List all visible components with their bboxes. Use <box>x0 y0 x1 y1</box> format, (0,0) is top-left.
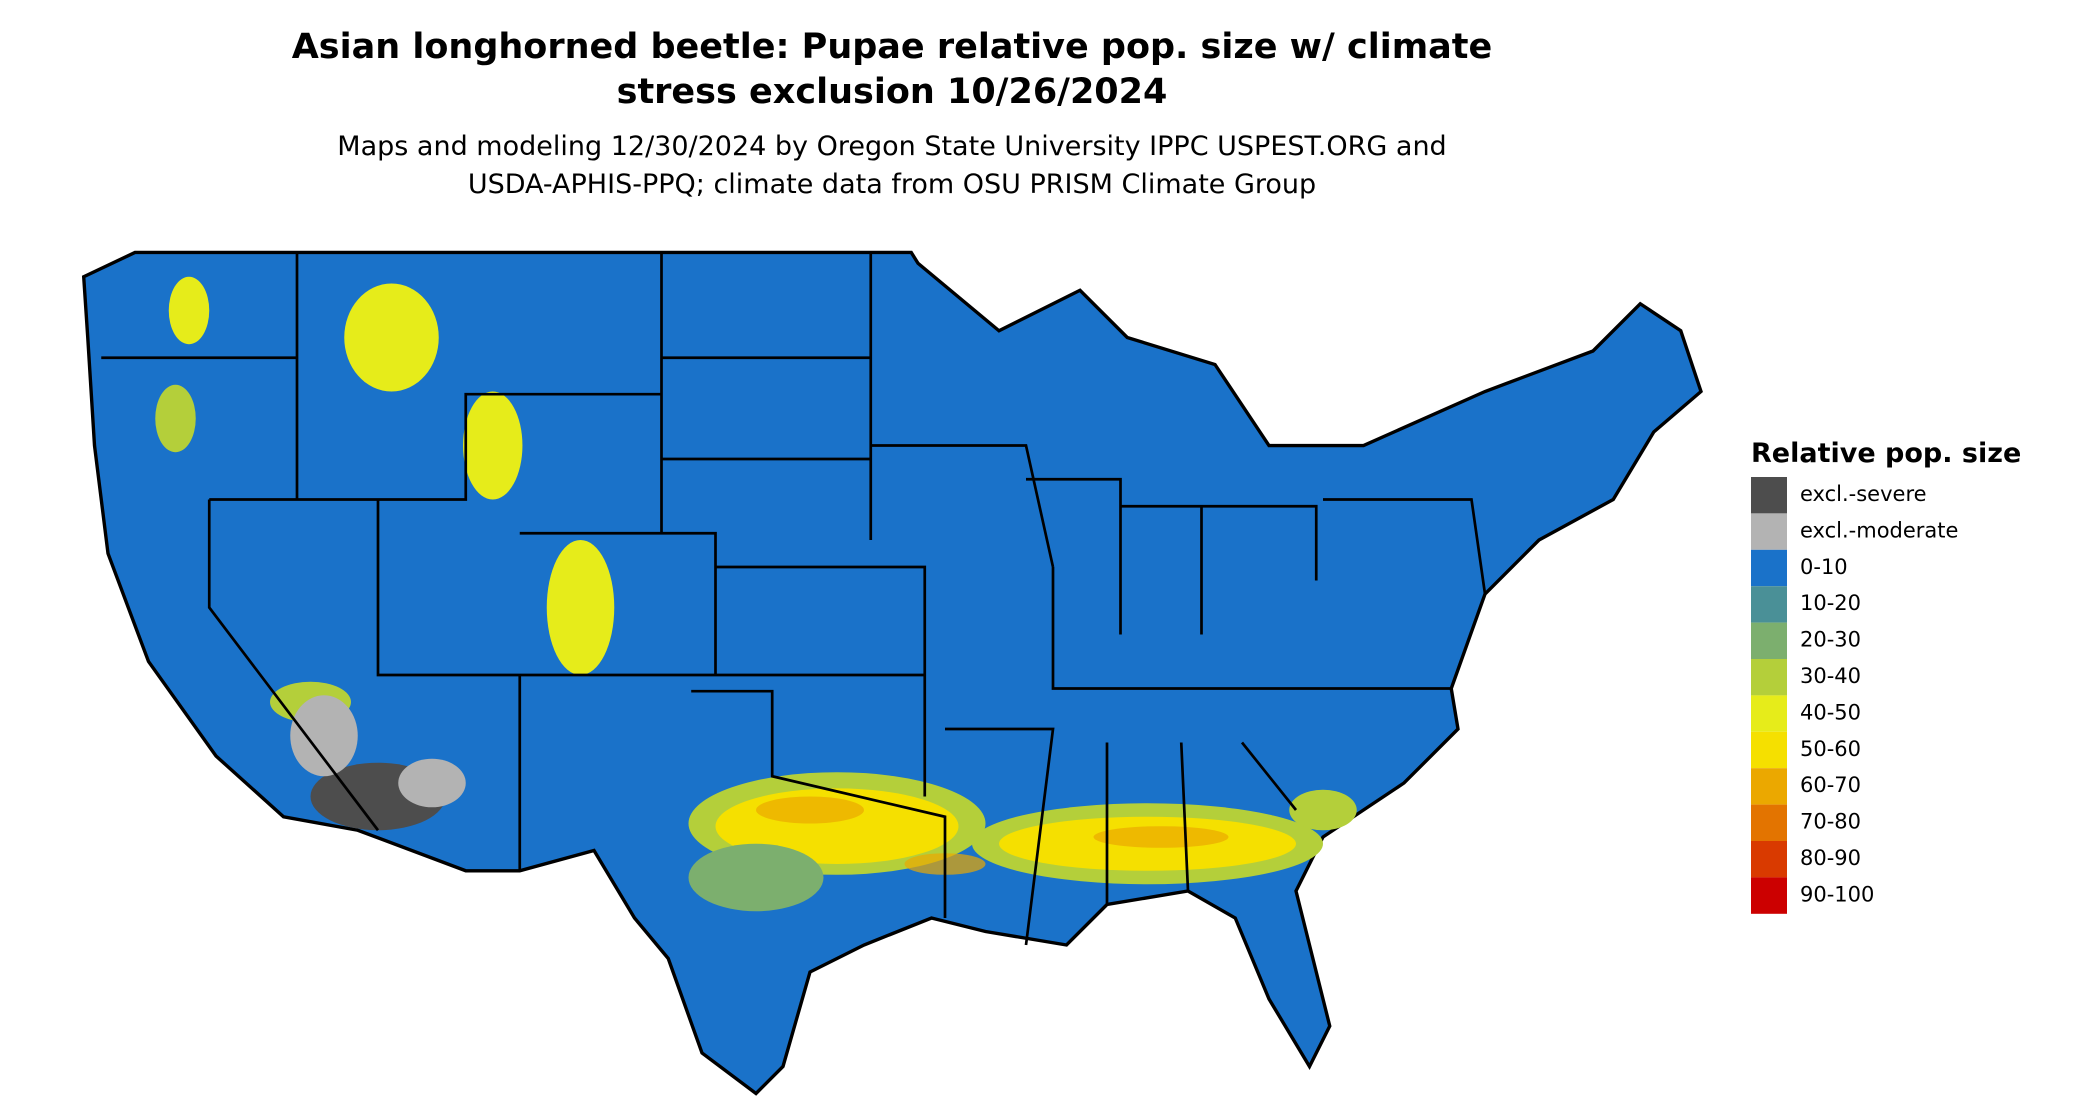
legend-label: 20-30 <box>1800 628 1861 652</box>
legend-label: 10-20 <box>1800 591 1861 615</box>
subtitle-line: USDA-APHIS-PPQ; climate data from OSU PR… <box>468 169 1316 200</box>
legend-label: 70-80 <box>1800 810 1861 834</box>
legend-swatch <box>1751 804 1787 841</box>
area <box>688 843 824 912</box>
legend-swatch <box>1751 877 1787 914</box>
legend-swatch <box>1751 513 1787 550</box>
legend-label: 80-90 <box>1800 846 1861 870</box>
area <box>1289 789 1357 831</box>
legend-label: 40-50 <box>1800 700 1861 724</box>
legend-swatch <box>1751 477 1787 514</box>
area <box>290 695 358 777</box>
legend-label: 30-40 <box>1800 664 1861 688</box>
legend-label: 60-70 <box>1800 773 1861 797</box>
legend-label: excl.-moderate <box>1800 518 1958 542</box>
area <box>463 391 523 500</box>
legend: excl.-severe excl.-moderate 0-10 10-20 20-30… <box>1751 477 1958 914</box>
legend-label: excl.-severe <box>1800 482 1927 506</box>
legend-swatch <box>1751 659 1787 696</box>
area <box>1093 826 1229 848</box>
legend-swatch <box>1751 549 1787 587</box>
area <box>344 283 439 392</box>
area <box>168 276 210 345</box>
legend-swatch <box>1751 586 1787 623</box>
legend-swatch <box>1751 768 1787 805</box>
state-borders <box>101 252 1487 946</box>
area <box>756 796 864 824</box>
title-line: Asian longhorned beetle: Pupae relative … <box>292 27 1493 67</box>
title-line: stress exclusion 10/26/2024 <box>617 72 1168 112</box>
suitability-areas <box>155 276 1357 912</box>
legend-label: 0-10 <box>1800 555 1848 579</box>
subtitle-line: Maps and modeling 12/30/2024 by Oregon S… <box>337 131 1446 162</box>
legend-title: Relative pop. size <box>1751 438 2021 469</box>
land <box>81 250 1703 1096</box>
area <box>398 758 466 808</box>
legend-swatch <box>1751 841 1787 878</box>
legend-label: 90-100 <box>1800 882 1874 906</box>
legend-swatch <box>1751 731 1787 769</box>
legend-swatch <box>1751 622 1787 659</box>
us-map <box>81 250 1703 1096</box>
area <box>546 540 615 675</box>
legend-swatch <box>1751 695 1787 732</box>
legend-label: 50-60 <box>1800 737 1861 761</box>
area <box>155 384 196 453</box>
